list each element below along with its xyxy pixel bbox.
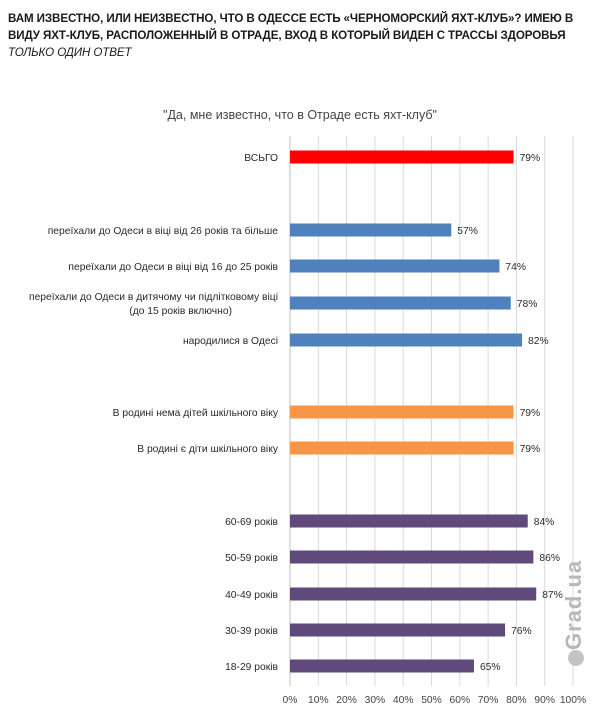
x-tick-label: 10%: [308, 695, 329, 706]
chart-title: "Да, мне известно, что в Отраде есть яхт…: [163, 108, 437, 122]
category-label: народилися в Одесі: [183, 336, 278, 347]
data-label: 79%: [520, 408, 541, 419]
bar: [290, 623, 506, 637]
category-label: переїхали до Одеси в віці від 16 до 25 р…: [68, 262, 278, 273]
watermark-text: Grad.ua: [561, 559, 586, 651]
data-label: 82%: [528, 336, 549, 347]
data-label: 84%: [534, 517, 555, 528]
category-label: 50-59 років: [225, 553, 278, 564]
x-tick-label: 90%: [534, 695, 555, 706]
bar: [290, 223, 452, 237]
bar: [290, 659, 474, 673]
category-label: В родині нема дітей шкільного віку: [113, 408, 279, 419]
x-tick-label: 30%: [365, 695, 386, 706]
category-label: 60-69 років: [225, 517, 278, 528]
x-tick-label: 60%: [449, 695, 470, 706]
category-label: В родині є діти шкільного віку: [137, 444, 279, 455]
data-label: 86%: [539, 553, 560, 564]
category-label: переїхали до Одеси в дитячому чи підлітк…: [29, 292, 278, 303]
x-tick-label: 40%: [393, 695, 414, 706]
x-tick-label: 20%: [336, 695, 357, 706]
bar: [290, 405, 514, 419]
category-label: переїхали до Одеси в віці від 26 років т…: [48, 225, 279, 237]
data-label: 87%: [542, 590, 563, 601]
x-tick-label: 70%: [478, 695, 499, 706]
question-text: ВАМ ИЗВЕСТНО, ИЛИ НЕИЗВЕСТНО, ЧТО В ОДЕС…: [8, 10, 593, 61]
question-main: ВАМ ИЗВЕСТНО, ИЛИ НЕИЗВЕСТНО, ЧТО В ОДЕС…: [8, 12, 574, 42]
data-label: 65%: [480, 662, 501, 673]
x-tick-label: 100%: [560, 695, 586, 706]
bar: [290, 259, 500, 273]
data-label: 79%: [520, 153, 541, 164]
bar: [290, 296, 511, 310]
bar: [290, 514, 528, 528]
category-label: 30-39 років: [225, 626, 278, 637]
question-note: ТОЛЬКО ОДИН ОТВЕТ: [8, 46, 132, 59]
bar: [290, 150, 514, 164]
category-label: 40-49 років: [225, 590, 278, 601]
bar: [290, 333, 523, 347]
watermark-logo-icon: [568, 650, 584, 666]
bar: [290, 441, 514, 455]
x-tick-label: 0%: [283, 695, 298, 706]
category-label-line2: (до 15 років включно): [129, 306, 232, 317]
bar: [290, 587, 537, 601]
x-tick-label: 80%: [506, 695, 527, 706]
data-label: 79%: [520, 444, 541, 455]
data-label: 78%: [517, 299, 538, 310]
category-label: 18-29 років: [225, 662, 278, 673]
category-label: ВСЬГО: [244, 153, 278, 164]
x-tick-label: 50%: [421, 695, 442, 706]
data-label: 74%: [505, 262, 526, 273]
bar: [290, 550, 534, 564]
data-label: 57%: [457, 226, 478, 237]
data-label: 76%: [511, 626, 532, 637]
